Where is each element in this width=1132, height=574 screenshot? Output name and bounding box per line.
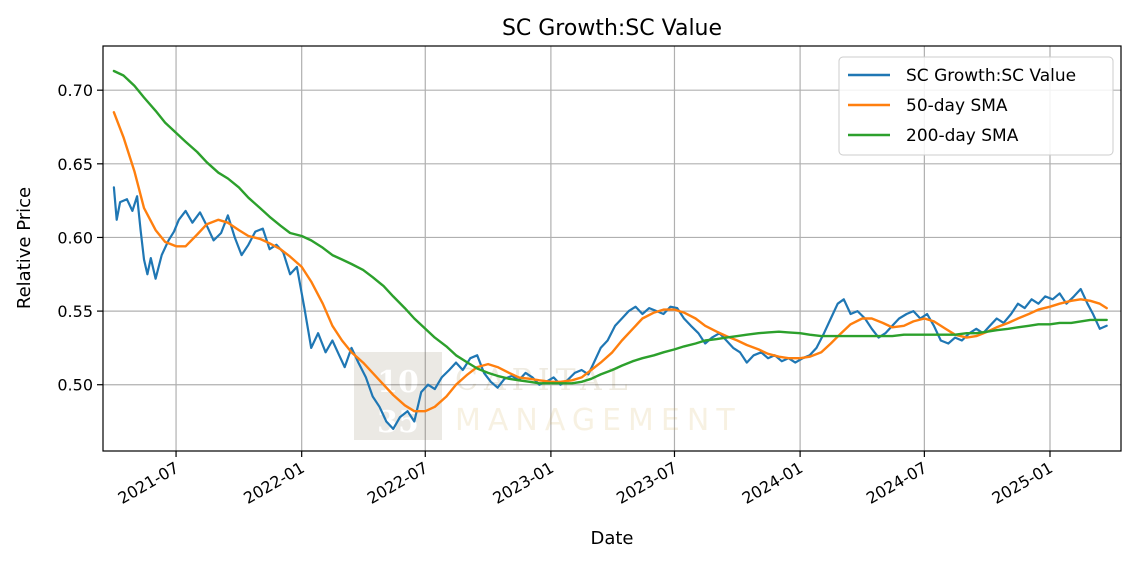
y-tick-label: 0.50 — [57, 376, 93, 395]
x-tick-label: 2022-01 — [240, 458, 307, 508]
series-layer — [112, 69, 1108, 430]
y-axis-label: Relative Price — [14, 187, 35, 309]
series-line-3 — [112, 69, 1108, 385]
x-tick-label: 2024-07 — [863, 458, 930, 508]
watermark-line2: MANAGEMENT — [455, 403, 742, 438]
watermark: 10 35 CAPITAL MANAGEMENT — [354, 352, 742, 440]
x-tick-label: 2023-07 — [613, 458, 680, 508]
legend-entry: 200-day SMA — [906, 126, 1019, 146]
y-tick-label: 0.60 — [57, 228, 93, 247]
y-axis-ticks: 0.50 0.55 0.60 0.65 0.70 — [57, 81, 103, 395]
x-tick-label: 2025-01 — [989, 458, 1056, 508]
x-tick-label: 2024-01 — [739, 458, 806, 508]
x-tick-label: 2022-07 — [364, 458, 431, 508]
legend-box — [838, 56, 1114, 156]
y-tick-label: 0.55 — [57, 302, 93, 321]
legend-entry: SC Growth:SC Value — [906, 66, 1076, 86]
chart-title: SC Growth:SC Value — [502, 16, 722, 41]
x-tick-label: 2021-07 — [115, 458, 182, 508]
plot-frame — [102, 45, 1122, 452]
watermark-logo-box — [354, 352, 442, 440]
x-axis-ticks: 2021-07 2022-01 2022-07 2023-01 2023-07 2024-… — [115, 451, 1056, 508]
x-axis-label: Date — [590, 528, 633, 549]
series-line-2 — [112, 111, 1108, 413]
legend: SC Growth:SC Value 50-day SMA 200-day SMA — [838, 56, 1114, 156]
x-tick-label: 2023-01 — [489, 458, 556, 508]
y-tick-label: 0.70 — [57, 81, 93, 100]
y-tick-label: 0.65 — [57, 155, 93, 174]
legend-entry: 50-day SMA — [906, 96, 1008, 116]
watermark-logo-top: 10 — [377, 365, 419, 400]
